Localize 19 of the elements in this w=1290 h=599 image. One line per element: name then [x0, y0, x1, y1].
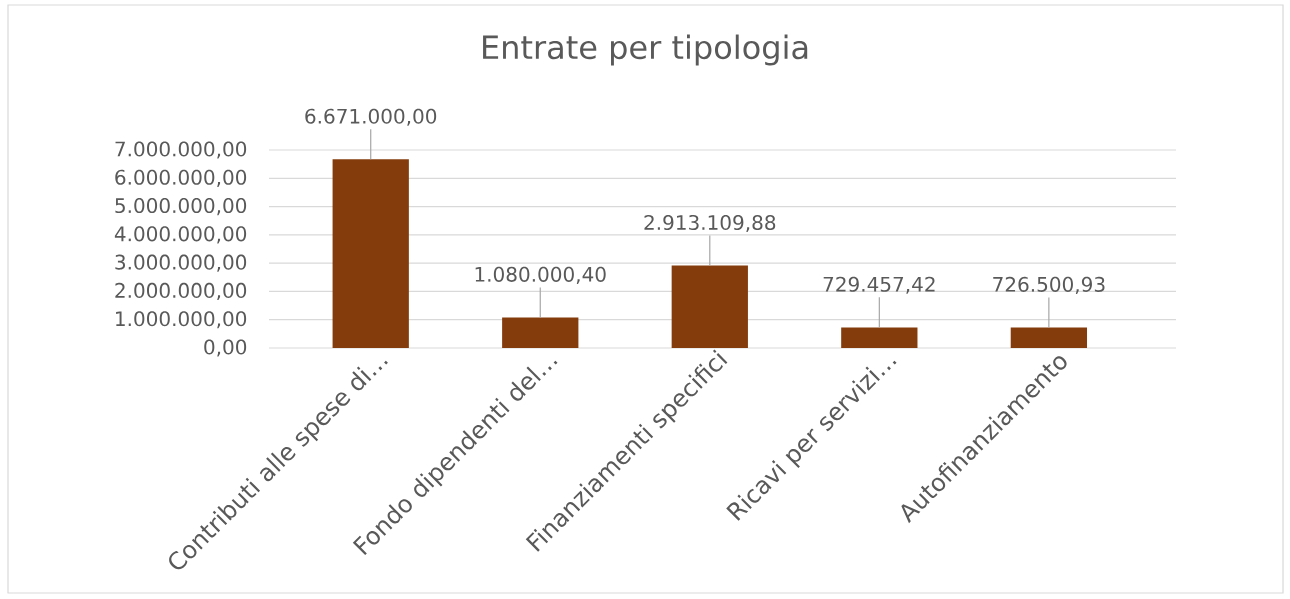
y-tick-label: 5.000.000,00 — [115, 198, 247, 216]
bar — [841, 327, 918, 349]
y-tick-label: 4.000.000,00 — [114, 226, 247, 244]
y-tick-label: 2.000.000,00 — [115, 282, 247, 301]
data-label: 2.913.109,88 — [644, 214, 776, 233]
data-label: 1.080.000,40 — [475, 266, 606, 284]
bar — [502, 317, 579, 349]
bar — [1010, 327, 1088, 349]
y-tick-label: 6.000.000,00 — [115, 169, 247, 187]
data-label: 726.500,93 — [993, 276, 1105, 294]
chart-title: Entrate per tipologia — [483, 34, 808, 66]
bar — [671, 265, 748, 349]
y-tick-label: 1.000.000,00 — [116, 311, 247, 329]
data-label: 6.671.000,00 — [305, 108, 437, 126]
bar — [332, 159, 409, 349]
y-tick-label: 0,00 — [204, 339, 247, 357]
y-tick-label: 3.000.000,00 — [115, 254, 247, 272]
y-tick-label: 7.000.000,00 — [115, 141, 247, 159]
data-label: 729.457,42 — [823, 276, 935, 294]
